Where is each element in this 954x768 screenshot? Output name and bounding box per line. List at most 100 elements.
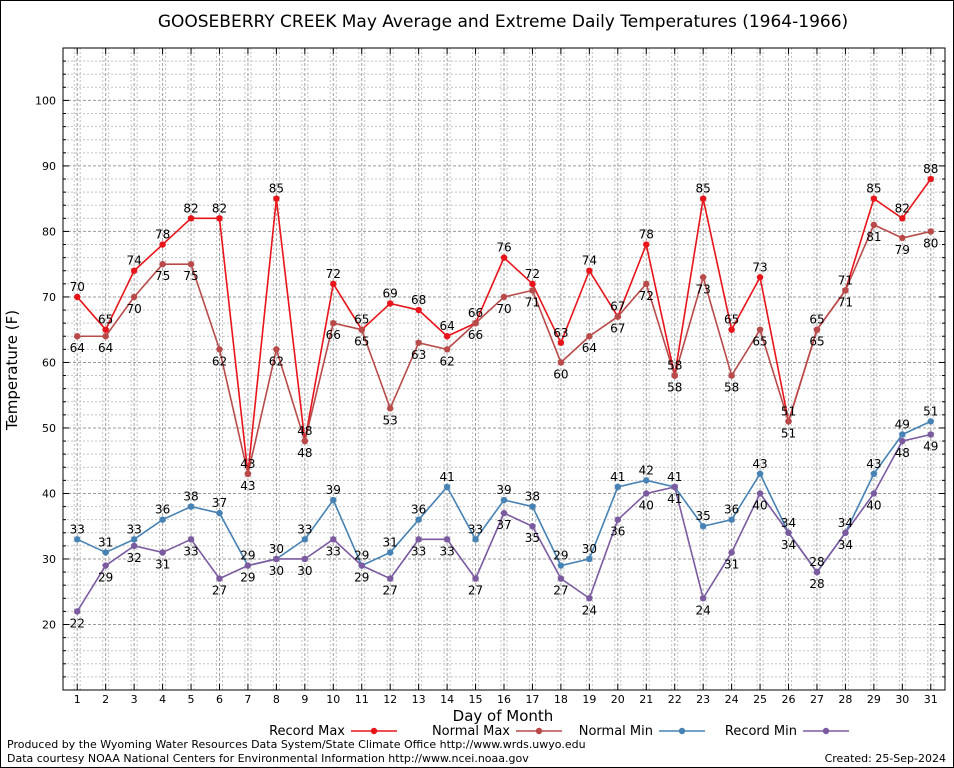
record-min-data-label: 24 (696, 603, 711, 617)
record-max-point (130, 267, 138, 274)
normal-max-point (756, 326, 764, 333)
record-max-data-label: 63 (553, 326, 568, 340)
record-min-data-label: 37 (496, 518, 511, 532)
record-min-data-label: 36 (610, 525, 625, 539)
normal-max-point (671, 372, 678, 379)
normal-min-point (728, 516, 735, 523)
x-tick-label: 26 (782, 693, 796, 706)
normal-min-data-label: 28 (809, 555, 824, 569)
normal-min-data-label: 41 (610, 470, 625, 484)
record-min-point (500, 509, 508, 517)
normal-max-data-label: 66 (326, 328, 341, 342)
record-max-data-label: 78 (155, 228, 170, 242)
record-max-data-label: 85 (866, 182, 881, 196)
normal-min-data-label: 36 (155, 503, 170, 517)
record-min-point (386, 575, 394, 582)
record-max-data-label: 65 (354, 313, 369, 327)
record-min-data-label: 48 (895, 446, 910, 460)
normal-min-data-label: 51 (923, 404, 938, 418)
normal-max-data-label: 58 (667, 381, 682, 395)
record-min-point (301, 555, 309, 563)
x-tick-label: 7 (244, 693, 251, 706)
normal-max-data-label: 70 (496, 302, 511, 316)
record-max-data-label: 85 (269, 182, 284, 196)
normal-max-data-label: 51 (781, 426, 796, 440)
record-min-point (756, 490, 764, 497)
normal-min-data-label: 33 (468, 522, 483, 536)
normal-min-data-label: 34 (781, 516, 796, 530)
x-tick-label: 11 (355, 693, 369, 706)
normal-min-point (472, 536, 479, 543)
legend-marker-normal-max (535, 727, 543, 735)
normal-max-point (187, 260, 195, 268)
record-min-point (842, 529, 849, 536)
x-tick-label: 1 (74, 693, 81, 706)
normal-max-point (813, 326, 821, 333)
normal-max-point (927, 228, 934, 235)
y-tick-label: 100 (35, 94, 56, 107)
normal-min-point (699, 523, 707, 530)
x-tick-label: 17 (525, 693, 539, 706)
record-min-point (443, 536, 451, 543)
normal-max-data-label: 65 (809, 335, 824, 349)
normal-min-data-label: 36 (411, 503, 426, 517)
grid-lines (63, 48, 945, 690)
record-max-data-label: 78 (639, 228, 654, 242)
record-min-data-label: 27 (553, 584, 568, 598)
normal-max-point (130, 293, 138, 301)
normal-min-point (386, 549, 394, 556)
record-min-data-label: 30 (269, 564, 284, 578)
record-min-data-label: 31 (724, 557, 739, 571)
x-tick-label: 18 (554, 693, 568, 706)
record-min-data-label: 41 (667, 492, 682, 506)
normal-max-point (728, 372, 735, 379)
normal-min-point (443, 483, 451, 491)
normal-max-data-label: 64 (98, 341, 113, 355)
record-min-data-label: 29 (354, 571, 369, 585)
record-max-data-label: 76 (496, 241, 511, 255)
y-tick-label: 80 (42, 225, 56, 238)
record-min-data-label: 33 (439, 544, 454, 558)
y-tick-label: 90 (42, 160, 56, 173)
record-max-point (74, 293, 81, 301)
normal-min-point (301, 536, 309, 543)
normal-max-point (643, 280, 650, 288)
normal-min-data-label: 37 (212, 496, 227, 510)
normal-min-point (500, 496, 508, 504)
normal-max-point (244, 470, 252, 478)
record-min-data-label: 34 (838, 538, 853, 552)
normal-max-point (301, 437, 309, 445)
normal-max-data-label: 58 (724, 381, 739, 395)
normal-max-point (614, 313, 622, 320)
record-min-point (671, 483, 678, 491)
record-min-point (529, 523, 536, 530)
normal-min-point (159, 516, 166, 523)
normal-min-point (415, 516, 422, 523)
record-max-data-label: 85 (696, 182, 711, 196)
normal-max-point (586, 333, 593, 340)
x-tick-label: 28 (838, 693, 852, 706)
record-min-data-label: 35 (525, 531, 540, 545)
legend-label-record-max: Record Max (269, 724, 345, 739)
record-min-data-label: 29 (240, 571, 255, 585)
normal-min-point (899, 431, 906, 438)
x-tick-label: 13 (412, 693, 426, 706)
record-min-data-label: 40 (639, 498, 654, 512)
record-min-point (899, 437, 906, 445)
record-max-data-label: 72 (326, 267, 341, 281)
footer-produced-by: Produced by the Wyoming Water Resources … (7, 738, 586, 751)
normal-max-data-label: 62 (269, 354, 284, 368)
record-max-point (586, 267, 593, 274)
record-min-data-label: 40 (866, 498, 881, 512)
x-tick-label: 12 (383, 693, 397, 706)
x-tick-label: 19 (582, 693, 596, 706)
normal-max-data-label: 73 (696, 282, 711, 296)
record-min-data-label: 28 (809, 577, 824, 591)
record-min-point (643, 490, 650, 497)
x-tick-label: 27 (810, 693, 824, 706)
record-min-data-label: 34 (781, 538, 796, 552)
record-max-point (159, 241, 166, 248)
record-min-data-label: 31 (155, 557, 170, 571)
record-max-data-label: 64 (439, 319, 454, 333)
